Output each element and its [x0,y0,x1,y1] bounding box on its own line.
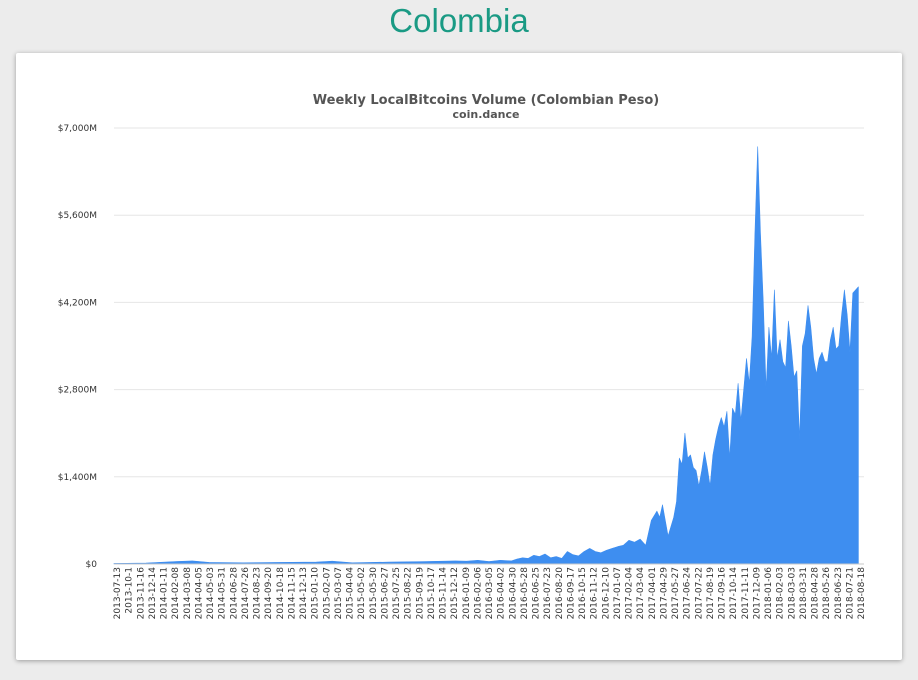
x-tick-label: 2017-08-19 [706,567,716,620]
x-tick-label: 2015-06-27 [380,567,390,619]
x-tick-label: 2018-07-21 [845,567,855,619]
x-tick-label: 2017-10-14 [729,567,739,620]
x-tick-label: 2016-05-28 [520,567,530,620]
x-tick-label: 2015-02-07 [322,567,332,619]
page-title: Colombia [389,2,529,39]
x-tick-label: 2014-01-11 [160,567,170,619]
x-tick-label: 2014-06-28 [229,567,239,620]
x-tick-label: 2016-06-25 [532,567,542,619]
x-tick-label: 2015-07-25 [392,567,402,619]
x-tick-label: 2014-04-05 [194,567,204,619]
x-tick-label: 2017-02-04 [625,567,635,620]
y-tick-label: $2,800M [58,386,97,396]
chart-subtitle: coin.dance [453,108,520,121]
x-tick-label: 2016-12-10 [601,567,611,620]
x-tick-label: 2017-12-09 [752,567,762,620]
x-tick-label: 2014-08-23 [253,567,263,619]
x-tick-label: 2018-02-03 [776,567,786,619]
x-tick-label: 2016-03-05 [485,567,495,619]
y-tick-label: $0 [86,560,98,570]
x-tick-label: 2013-10-1 [125,567,135,614]
x-tick-label: 2017-04-29 [659,567,669,620]
x-tick-label: 2016-10-15 [578,567,588,619]
x-tick-label: 2018-04-28 [811,567,821,620]
x-tick-label: 2016-09-17 [566,567,576,619]
x-tick-label: 2018-05-26 [822,567,832,620]
x-tick-label: 2015-04-04 [346,567,356,620]
x-tick-label: 2014-05-31 [218,567,228,619]
x-tick-label: 2018-06-23 [834,567,844,619]
chart-title: Weekly LocalBitcoins Volume (Colombian P… [313,93,659,108]
x-axis-ticks: 2013-07-13 2013-10-1 2013-11-16 2013-12-14 2… [113,567,867,620]
x-tick-label: 2018-03-03 [787,567,797,619]
x-tick-label: 2013-11-16 [136,567,146,620]
x-tick-label: 2016-04-02 [497,567,507,619]
x-tick-label: 2014-12-13 [299,567,309,619]
x-tick-label: 2017-03-04 [636,567,646,620]
volume-area [113,146,859,565]
x-tick-label: 2014-03-08 [183,567,193,620]
area-series [113,146,859,565]
x-tick-label: 2015-10-17 [427,567,437,619]
x-tick-label: 2014-10-18 [276,567,286,620]
x-tick-label: 2014-11-15 [287,567,297,619]
x-tick-label: 2015-05-02 [357,567,367,619]
x-tick-label: 2016-01-09 [462,567,472,620]
x-tick-label: 2017-05-27 [671,567,681,619]
x-tick-label: 2016-04-30 [508,567,518,620]
x-tick-label: 2015-11-14 [439,567,449,620]
x-tick-label: 2015-09-19 [415,567,425,620]
x-tick-label: 2014-09-20 [264,567,274,620]
y-tick-label: $4,200M [58,298,97,308]
x-tick-label: 2017-06-24 [683,567,693,620]
x-tick-label: 2015-03-07 [334,567,344,619]
x-tick-label: 2014-05-03 [206,567,216,619]
y-tick-label: $5,600M [58,211,97,221]
x-tick-label: 2015-08-22 [404,567,414,619]
x-tick-label: 2017-11-11 [741,567,751,619]
x-tick-label: 2014-02-08 [171,567,181,620]
x-tick-label: 2018-08-18 [857,567,867,620]
x-tick-label: 2013-07-13 [113,567,123,619]
x-tick-label: 2017-04-01 [648,567,658,619]
x-tick-label: 2015-12-12 [450,567,460,619]
x-tick-label: 2017-07-22 [694,567,704,619]
chart: Weekly LocalBitcoins Volume (Colombian P… [58,93,867,620]
x-tick-label: 2018-01-06 [764,567,774,620]
y-axis-ticks: $0 $1,400M $2,800M $4,200M $5,600M $7,000M [58,124,98,570]
x-tick-label: 2015-01-10 [311,567,321,620]
x-tick-label: 2016-02-06 [473,567,483,620]
x-tick-label: 2017-01-07 [613,567,623,619]
x-tick-label: 2016-11-12 [590,567,600,619]
x-tick-label: 2014-07-26 [241,567,251,620]
x-tick-label: 2017-09-16 [718,567,728,620]
chart-card: Weekly LocalBitcoins Volume (Colombian P… [16,53,902,660]
x-tick-label: 2015-05-30 [369,567,379,620]
x-tick-label: 2013-12-14 [148,567,158,620]
x-tick-label: 2016-08-20 [555,567,565,620]
y-tick-label: $7,000M [58,124,97,134]
x-tick-label: 2018-03-31 [799,567,809,619]
y-tick-label: $1,400M [58,473,97,483]
x-tick-label: 2016-07-23 [543,567,553,619]
